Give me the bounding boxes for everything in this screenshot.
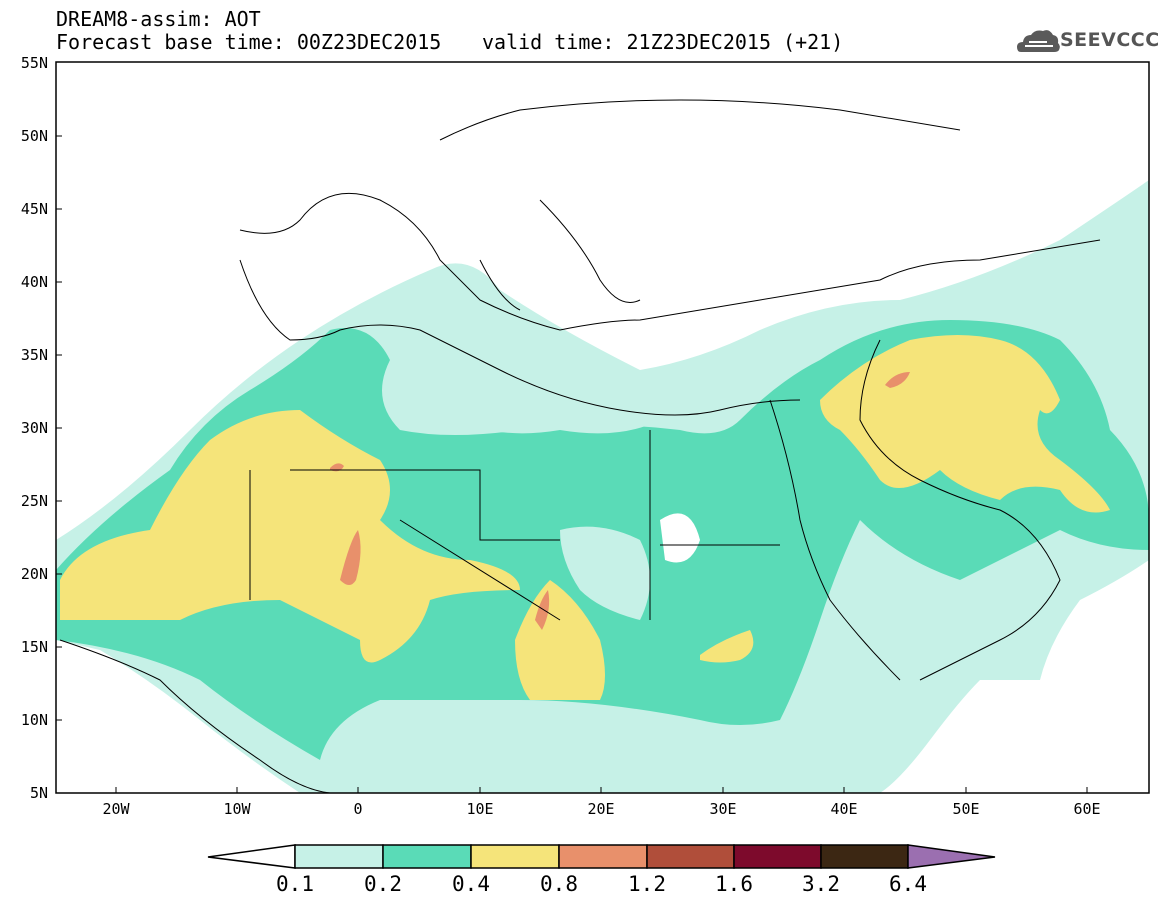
colorbar (207, 844, 996, 869)
aot-peak-iraq (885, 372, 910, 388)
lon-label: 20E (587, 800, 615, 818)
lon-label: 20W (102, 800, 130, 818)
colorbar-label: 0.1 (276, 872, 314, 896)
aot-peak-chad (535, 590, 550, 630)
colorbar-label: 0.2 (364, 872, 402, 896)
colorbar-swatch-2 (470, 844, 560, 869)
colorbar-high-triangle (907, 844, 996, 869)
lat-label: 50N (20, 127, 48, 145)
aot-peak-mali (340, 530, 361, 585)
aot-band-high-chad (515, 580, 605, 700)
lon-label: 10E (466, 800, 494, 818)
lon-label: 0 (353, 800, 363, 818)
lat-label: 20N (20, 565, 48, 583)
aot-band-high-sudan (700, 630, 754, 663)
colorbar-label: 1.2 (628, 872, 666, 896)
lat-label: 45N (20, 200, 48, 218)
lon-label: 30E (709, 800, 737, 818)
lon-label: 10W (223, 800, 251, 818)
colorbar-label: 0.4 (452, 872, 490, 896)
colorbar-swatch-4 (646, 844, 735, 869)
lat-label: 55N (20, 54, 48, 72)
lat-label: 5N (29, 784, 48, 802)
lat-label: 35N (20, 346, 48, 364)
logo-text: SEEVCCC (1060, 29, 1160, 51)
aot-clear-patch-egypt (660, 513, 700, 563)
lat-label: 10N (20, 711, 48, 729)
aot-clear-patch-libya (420, 372, 660, 434)
colorbar-label: 0.8 (540, 872, 578, 896)
lon-label: 60E (1073, 800, 1101, 818)
cloud-logo-icon (1017, 30, 1060, 52)
colorbar-swatch-0 (294, 844, 384, 869)
lat-label: 30N (20, 419, 48, 437)
lat-label: 15N (20, 638, 48, 656)
colorbar-swatch-3 (558, 844, 648, 869)
map-title: DREAM8-assim: AOT (56, 7, 261, 31)
lon-label: 40E (830, 800, 858, 818)
aot-clear-patch-sahel (560, 526, 650, 620)
colorbar-label: 1.6 (715, 872, 753, 896)
colorbar-low-triangle (207, 844, 296, 869)
coastlines (59, 99, 1101, 793)
colorbar-label: 6.4 (889, 872, 927, 896)
valid-time: valid time: 21Z23DEC2015 (+21) (482, 30, 844, 54)
forecast-base-time: Forecast base time: 00Z23DEC2015 (56, 30, 442, 54)
lat-label: 40N (20, 273, 48, 291)
lat-label: 25N (20, 492, 48, 510)
colorbar-swatch-1 (382, 844, 472, 869)
lon-label: 50E (952, 800, 980, 818)
aot-band-high-west (60, 410, 520, 663)
aot-contours (56, 99, 1149, 793)
colorbar-swatch-6 (820, 844, 909, 869)
axis-ticks (56, 135, 1088, 793)
colorbar-swatch-5 (733, 844, 822, 869)
colorbar-label: 3.2 (802, 872, 840, 896)
aot-peak-algeria (330, 463, 344, 472)
